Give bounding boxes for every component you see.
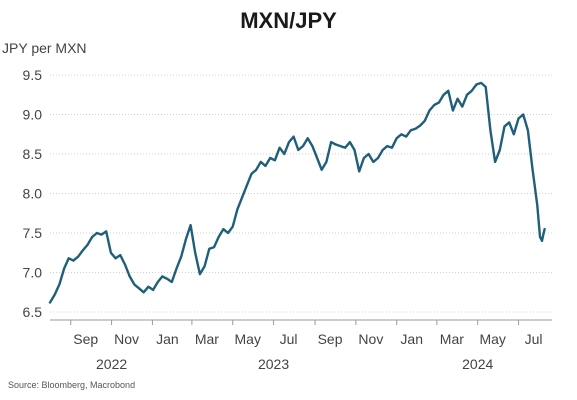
x-tick-label: Jul	[280, 331, 298, 347]
year-label: 2024	[462, 356, 493, 372]
source-note: Source: Bloomberg, Macrobond	[8, 380, 136, 390]
chart-title: MXN/JPY	[240, 8, 337, 33]
y-tick-label: 9.5	[23, 67, 43, 83]
x-tick-label: Nov	[358, 331, 383, 347]
x-tick-label: Jan	[400, 331, 423, 347]
y-axis-label: JPY per MXN	[2, 40, 87, 56]
x-axis-year-labels: 2022 2023 2024	[96, 356, 493, 372]
y-tick-label: 8.0	[23, 186, 43, 202]
series-group	[48, 81, 546, 304]
year-label: 2023	[258, 356, 289, 372]
x-tick-label: May	[235, 331, 261, 347]
y-tick-label: 8.5	[23, 146, 43, 162]
y-tick-label: 6.5	[23, 304, 43, 320]
gridlines	[50, 74, 552, 321]
x-tick-label: Sep	[318, 331, 343, 347]
y-tick-label: 7.0	[23, 265, 43, 281]
x-tick-label: Mar	[440, 331, 464, 347]
x-tick-label: Nov	[114, 331, 139, 347]
x-tick-label: May	[479, 331, 505, 347]
y-tick-label: 9.0	[23, 107, 43, 123]
y-tick-label: 7.5	[23, 225, 43, 241]
series-line	[48, 81, 546, 304]
x-tick-label: Sep	[73, 331, 98, 347]
x-tick-label: Jan	[156, 331, 179, 347]
y-axis-ticks: 6.5 7.0 7.5 8.0 8.5 9.0 9.5	[23, 67, 43, 320]
year-label: 2022	[96, 356, 127, 372]
x-axis-ticks: Sep Nov Jan Mar May Jul Sep Nov Jan Mar May Jul	[70, 320, 543, 347]
x-tick-label: Mar	[195, 331, 219, 347]
x-tick-label: Jul	[525, 331, 543, 347]
